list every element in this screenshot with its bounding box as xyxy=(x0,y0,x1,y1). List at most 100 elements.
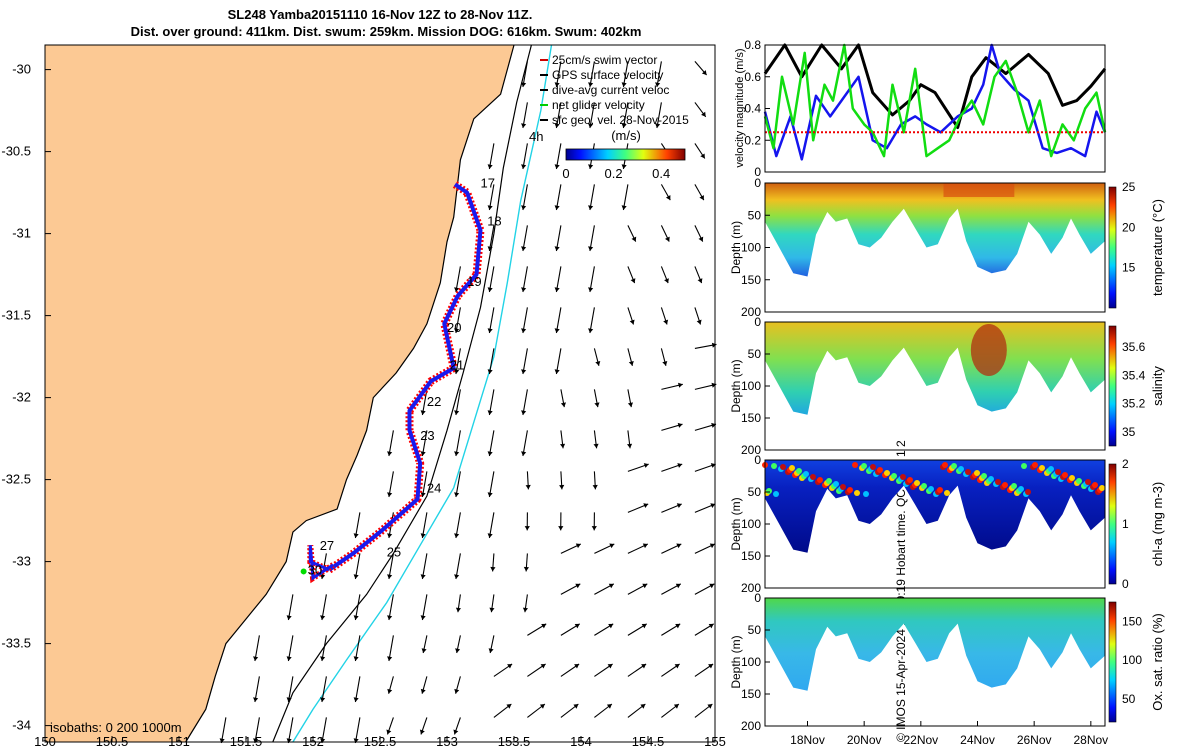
velocity-arrowhead xyxy=(487,328,493,333)
chl-sample-dot xyxy=(1085,479,1091,485)
y-tick-label: 150 xyxy=(741,549,761,563)
series-net xyxy=(763,43,1107,158)
velocity-arrowhead xyxy=(630,278,636,284)
velocity-arrowhead xyxy=(353,656,359,661)
velocity-arrowhead xyxy=(606,704,612,709)
glider-track xyxy=(327,182,483,572)
legend-label: 25cm/s swim vector xyxy=(552,53,657,67)
velocity-arrowhead xyxy=(641,664,647,669)
velocity-arrowhead xyxy=(521,410,527,415)
y-tick-label: -33.5 xyxy=(1,636,31,651)
velocity-arrowhead xyxy=(707,704,713,709)
velocity-arrow xyxy=(421,594,428,621)
velocity-arrowhead xyxy=(521,123,527,128)
chl-sample-dot xyxy=(1032,462,1038,468)
velocity-arrowhead xyxy=(665,236,670,242)
velocity-arrowhead xyxy=(627,402,633,408)
velocity-arrowhead xyxy=(286,615,292,620)
chl-sample-dot xyxy=(1002,482,1008,488)
x-tick-label: 18Nov xyxy=(790,733,825,747)
colorbar-tick: 35.6 xyxy=(1122,340,1146,354)
colorbar-tick: 15 xyxy=(1122,261,1136,275)
velocity-arrowhead xyxy=(642,583,648,589)
velocity-arrowhead xyxy=(554,164,560,169)
colorbar-tick: 2 xyxy=(1122,457,1129,471)
y-tick-label: 50 xyxy=(748,208,762,222)
velocity-arrow xyxy=(354,717,361,744)
velocity-arrow xyxy=(321,594,327,621)
velocity-arrowhead xyxy=(588,164,594,169)
velocity-arrow xyxy=(254,717,260,744)
chl-sample-dot xyxy=(891,473,897,479)
chl-sample-dot xyxy=(863,491,869,497)
velocity-arrow xyxy=(421,553,428,580)
velocity-arrowhead xyxy=(698,236,704,242)
velocity-arrowhead xyxy=(420,615,426,620)
velocity-arrowhead xyxy=(487,246,493,251)
x-tick-label: 22Nov xyxy=(903,733,938,747)
series-gps xyxy=(763,43,1107,129)
colorbar xyxy=(1108,186,1117,309)
chl-sample-dot xyxy=(1039,465,1045,471)
depth-label: Depth (m) xyxy=(729,635,743,688)
velocity-arrowhead xyxy=(701,70,707,75)
velocity-arrowhead xyxy=(454,328,460,333)
velocity-arrowhead xyxy=(420,574,426,579)
profile-field xyxy=(765,460,1105,553)
velocity-arrow xyxy=(287,676,294,703)
velocity-arrowhead xyxy=(487,369,493,374)
depth-label: Depth (m) xyxy=(729,497,743,550)
velocity-arrowhead xyxy=(708,623,714,629)
velocity-arrowhead xyxy=(353,615,359,620)
velocity-arrowhead xyxy=(521,205,527,210)
velocity-arrowhead xyxy=(387,615,393,620)
day-label: 24 xyxy=(427,481,441,496)
velocity-arrowhead xyxy=(554,123,560,128)
velocity-arrow xyxy=(455,307,461,334)
velocity-arrowhead xyxy=(487,410,493,415)
y-tick-label: 50 xyxy=(748,485,762,499)
velocity-arrowhead xyxy=(353,697,359,702)
chl-sample-dot xyxy=(847,487,853,493)
chl-sample-dot xyxy=(995,479,1001,485)
velocity-arrowhead xyxy=(507,664,513,669)
chl-sample-dot xyxy=(921,483,927,489)
velocity-arrow xyxy=(622,184,629,211)
velocity-arrowhead xyxy=(353,533,359,538)
x-tick-label: 151.5 xyxy=(230,734,263,749)
x-tick-label: 152 xyxy=(302,734,324,749)
velocity-arrow xyxy=(555,102,562,129)
velocity-arrowhead xyxy=(353,574,359,579)
velocity-arrow xyxy=(522,225,528,252)
velocity-arrowhead xyxy=(487,205,493,210)
velocity-arrowhead xyxy=(558,526,564,531)
velocity-arrowhead xyxy=(489,607,495,613)
velocity-arrowhead xyxy=(621,82,627,87)
velocity-arrow xyxy=(354,635,361,662)
chl-sample-dot xyxy=(1076,478,1082,484)
velocity-arrowhead xyxy=(593,443,599,449)
chl-sample-dot xyxy=(914,480,920,486)
velocity-arrow xyxy=(656,102,662,129)
velocity-arrow xyxy=(455,430,461,457)
velocity-arrowhead xyxy=(253,697,259,702)
x-tick-label: 151 xyxy=(168,734,190,749)
y-tick-label: -32 xyxy=(12,390,31,405)
chl-sample-dot xyxy=(826,478,832,484)
day-label: 30 xyxy=(308,563,322,578)
start-marker xyxy=(300,568,307,575)
chl-sample-dot xyxy=(810,474,816,480)
velocity-arrow xyxy=(254,635,260,662)
velocity-arrowhead xyxy=(487,533,493,538)
profile-panel-sal: 0 50 100 150 200 Depth (m) 35 35.2 35.4 35.6 salin… xyxy=(729,315,1165,457)
velocity-arrowhead xyxy=(286,738,292,743)
colorbar-label: temperature (°C) xyxy=(1150,199,1165,296)
y-tick-label: -31.5 xyxy=(1,308,31,323)
velocity-arrow xyxy=(421,389,428,416)
chl-sample-dot xyxy=(877,467,883,473)
velocity-arrowhead xyxy=(641,623,647,629)
velocity-arrowhead xyxy=(522,607,528,613)
colorbar xyxy=(1108,463,1117,585)
velocity-arrowhead xyxy=(621,205,627,210)
